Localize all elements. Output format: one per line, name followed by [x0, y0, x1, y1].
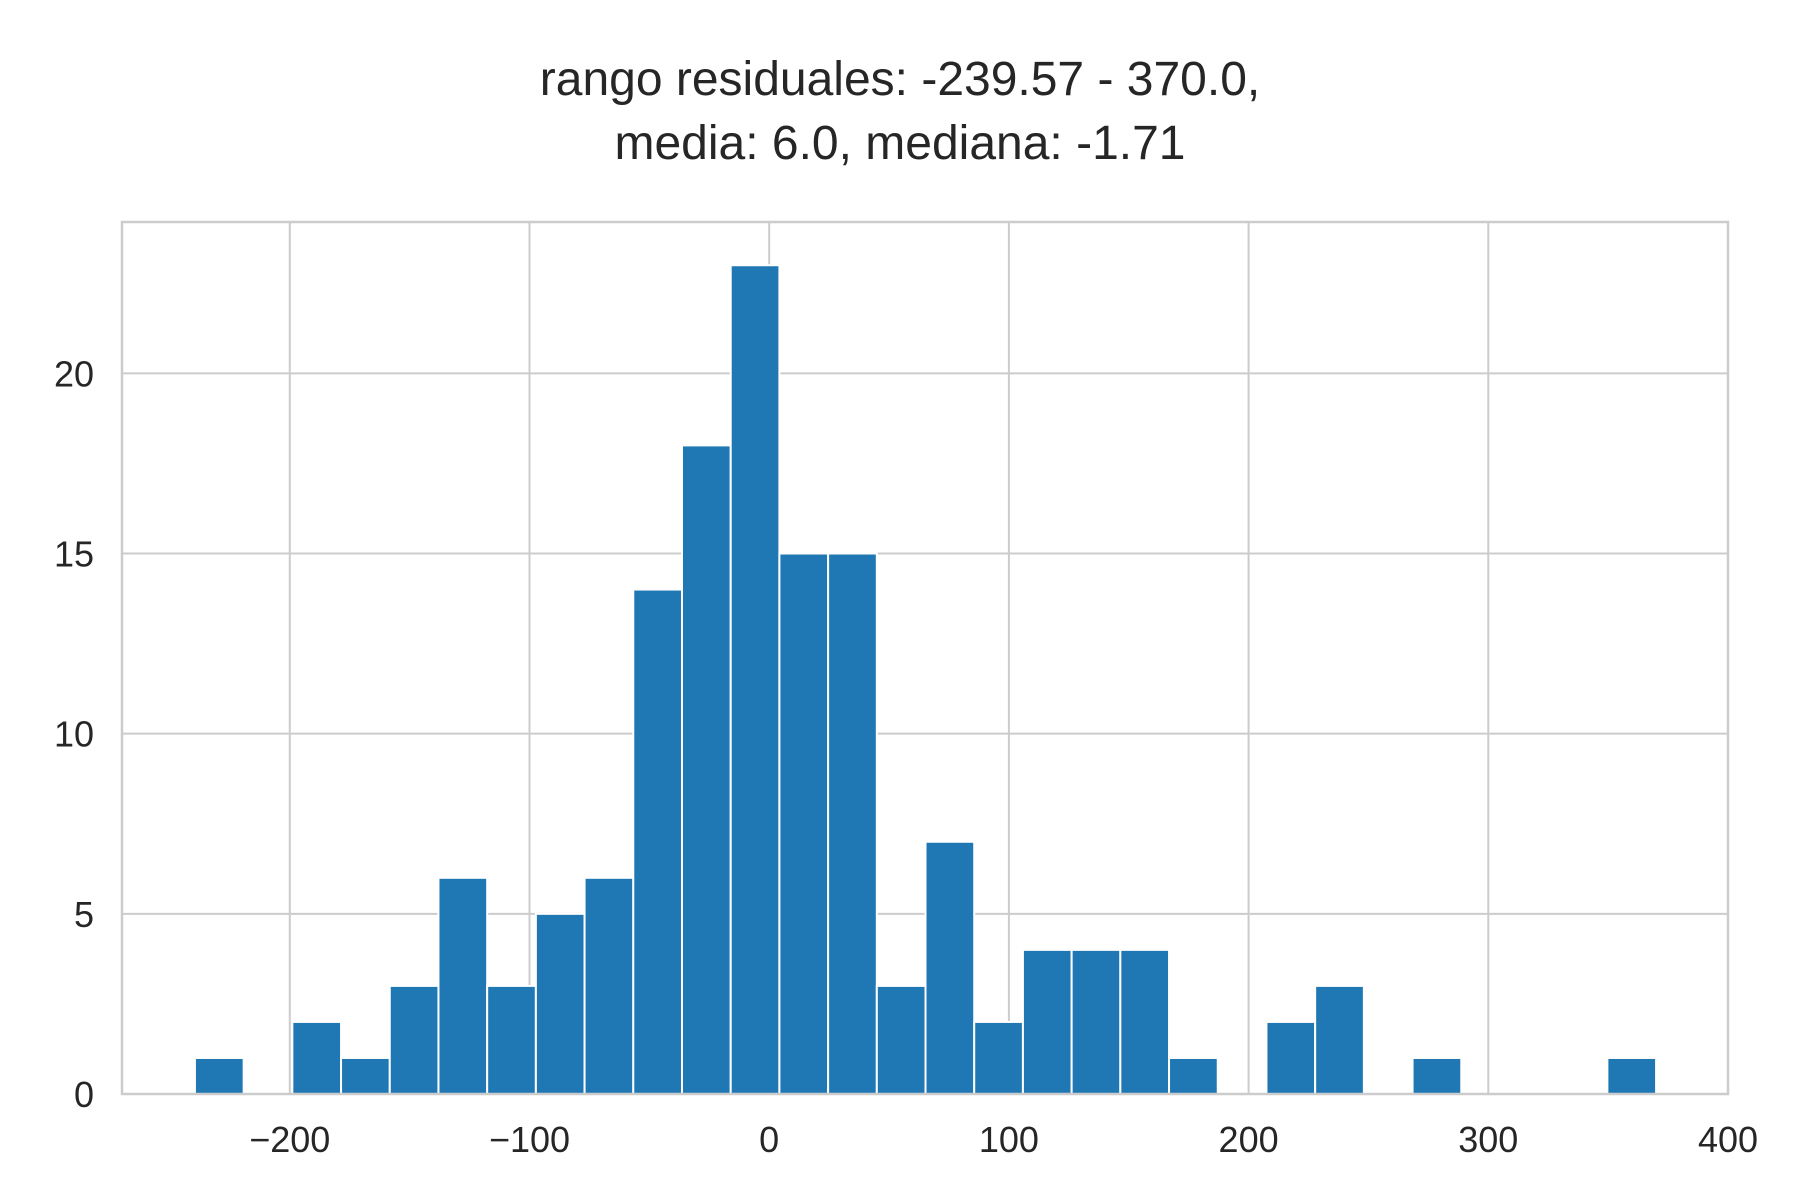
y-tick-label: 0: [74, 1074, 94, 1115]
histogram-bar: [924, 840, 976, 1096]
histogram-bar: [534, 912, 586, 1095]
histogram-bar: [486, 984, 537, 1095]
y-tick-label: 10: [54, 714, 94, 755]
histogram-bar: [1119, 948, 1171, 1096]
histogram-bar: [583, 876, 635, 1095]
histogram-bar: [875, 984, 927, 1095]
x-tick-label: 400: [1698, 1119, 1758, 1160]
histogram-bar: [778, 552, 830, 1095]
histogram-bar: [1265, 1020, 1317, 1096]
y-axis-ticks: 0 5 10 15 20: [54, 353, 94, 1115]
x-axis-ticks: −200 −100 0 100 200 300 400: [249, 1119, 1758, 1160]
histogram-bar: [1070, 948, 1122, 1096]
x-tick-label: −100: [489, 1119, 570, 1160]
y-tick-label: 15: [54, 534, 94, 575]
histogram-bar: [193, 1056, 245, 1095]
x-tick-label: 200: [1219, 1119, 1279, 1160]
axes-frame: [120, 220, 1730, 1096]
histogram-bar: [680, 444, 732, 1095]
chart-title-line-2: media: 6.0, mediana: -1.71: [614, 117, 1186, 170]
histogram-bar: [729, 264, 781, 1095]
histogram-bar: [291, 1020, 343, 1096]
plot-frame: [120, 220, 1730, 1096]
histogram-bars: [193, 264, 1658, 1096]
histogram-bar: [1411, 1056, 1463, 1095]
histogram-bar: [1314, 984, 1365, 1095]
histogram-bar: [827, 552, 878, 1095]
chart-title-line-1: rango residuales: -239.57 - 370.0,: [539, 53, 1261, 106]
y-tick-label: 20: [54, 353, 94, 394]
x-tick-label: 0: [759, 1119, 779, 1160]
histogram-bar: [340, 1056, 391, 1095]
histogram-bar: [437, 876, 489, 1095]
histogram-bar: [1168, 1056, 1219, 1095]
histogram-bar: [973, 1020, 1024, 1096]
histogram-bar: [1021, 948, 1073, 1096]
histogram-bar: [388, 984, 440, 1095]
histogram-bar: [1606, 1056, 1658, 1095]
x-tick-label: −200: [249, 1119, 330, 1160]
x-tick-label: 100: [979, 1119, 1039, 1160]
histogram-bar: [632, 588, 683, 1095]
y-tick-label: 5: [74, 894, 94, 935]
x-tick-label: 300: [1458, 1119, 1518, 1160]
